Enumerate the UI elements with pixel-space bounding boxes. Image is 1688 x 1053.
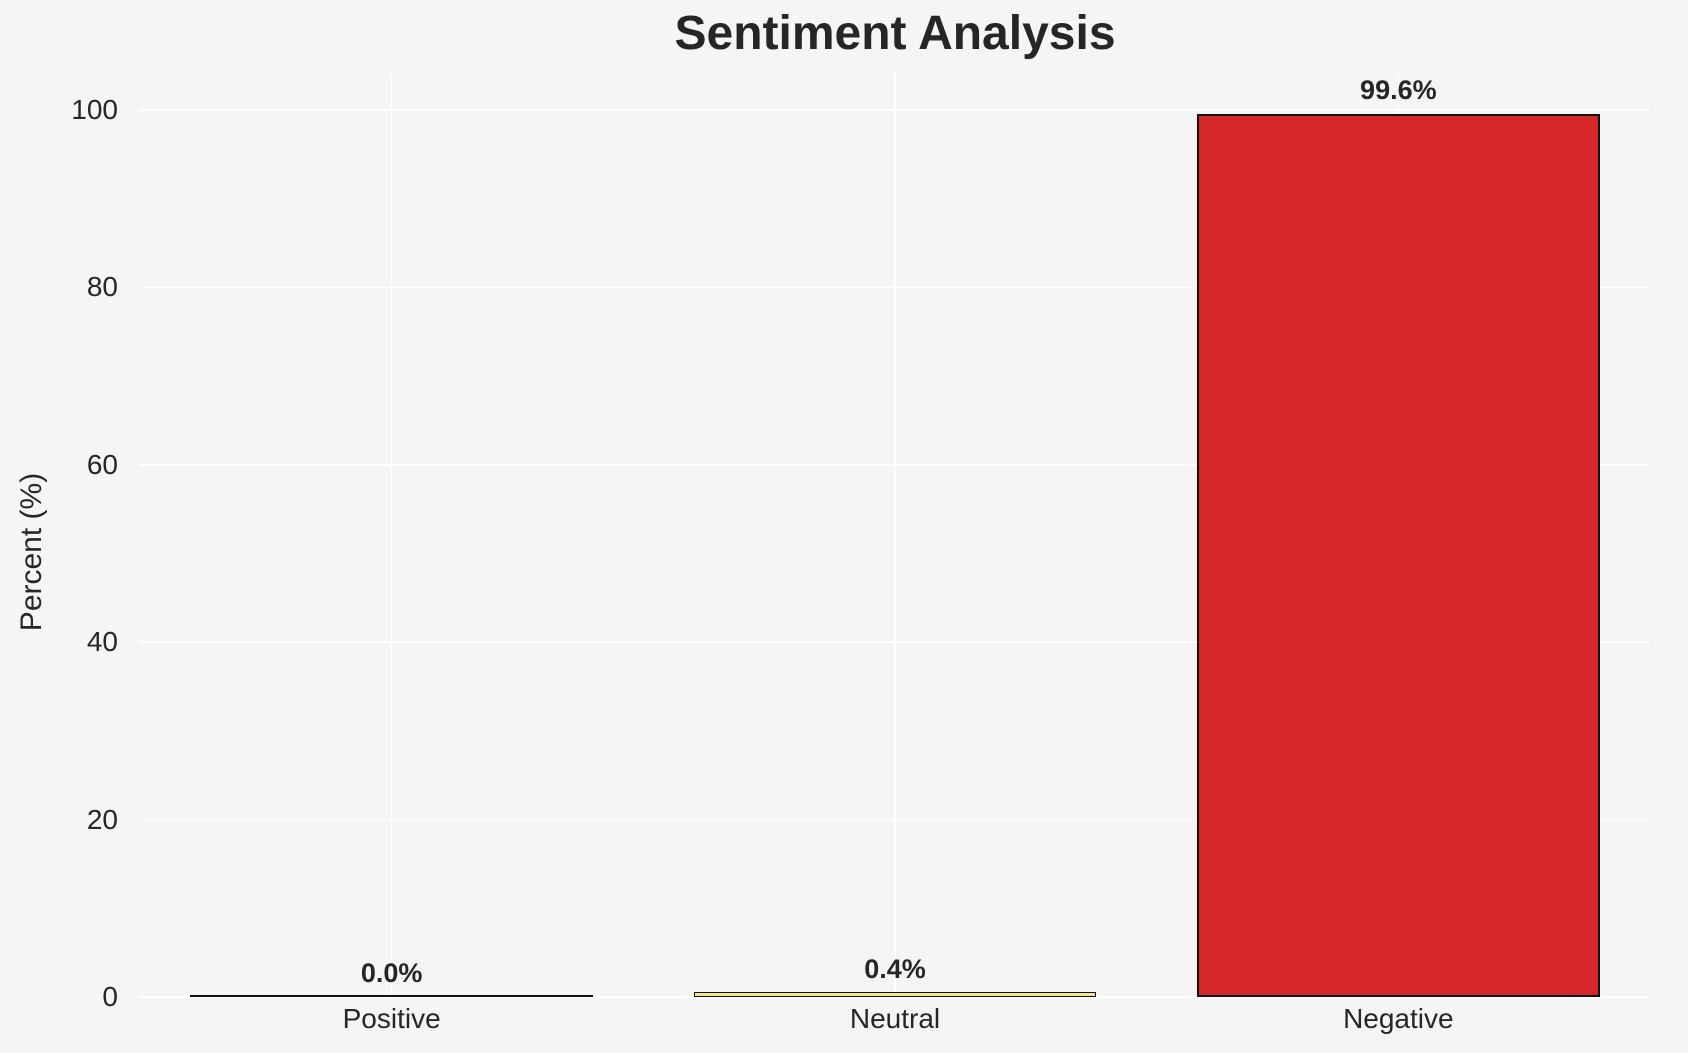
gridline-x-neutral: [894, 73, 896, 997]
value-label-positive: 0.0%: [360, 958, 423, 988]
value-label-negative: 99.6%: [1360, 74, 1437, 105]
bar-neutral: [693, 992, 1097, 997]
y-tick-label: 60: [86, 448, 118, 480]
gridline-x-positive: [390, 73, 393, 997]
x-tick-label-negative: Negative: [1343, 1003, 1454, 1034]
chart-title: Sentiment Analysis: [674, 7, 1116, 60]
x-tick-label-neutral: Neutral: [849, 1003, 941, 1034]
y-axis-title: Percent (%): [15, 472, 48, 632]
gridline-y-0: [140, 996, 1650, 998]
x-tick-label-positive: Positive: [342, 1003, 441, 1034]
value-label-neutral: 0.4%: [864, 954, 926, 985]
bar-negative: [1197, 113, 1600, 997]
y-tick-label: 40: [86, 626, 118, 658]
y-tick-label: 100: [71, 94, 118, 125]
y-tick-label: 80: [86, 271, 118, 303]
plot-area: 0.0% 0.4% 99.6%: [140, 73, 1650, 998]
bar-positive: [190, 994, 593, 997]
y-tick-label: 20: [86, 803, 118, 835]
y-tick-label: 0: [102, 981, 118, 1012]
